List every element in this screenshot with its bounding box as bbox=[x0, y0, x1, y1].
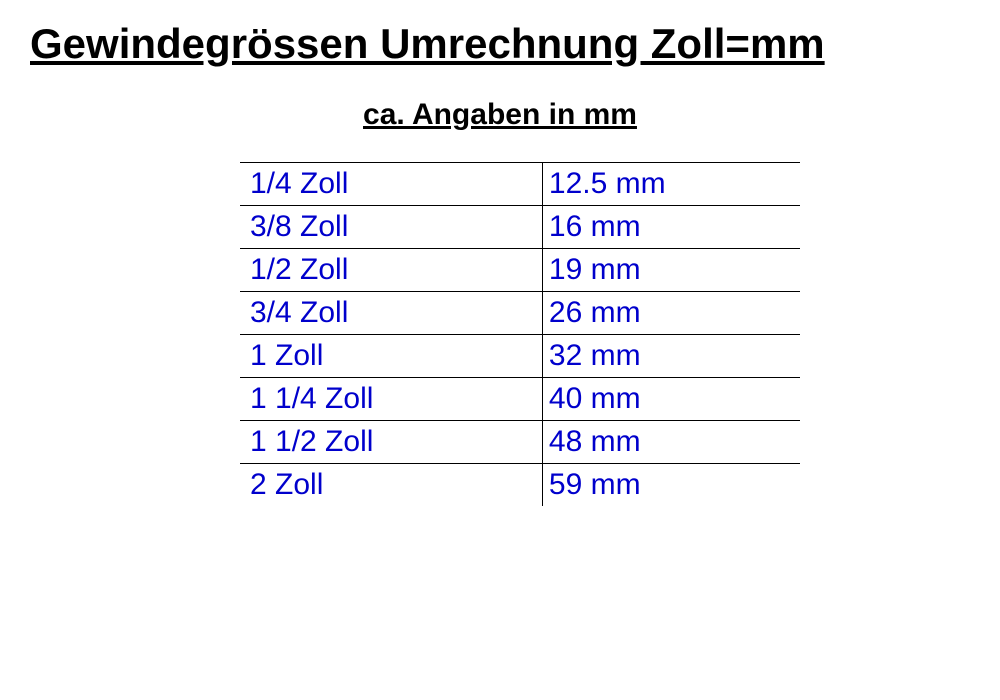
cell-mm: 48 mm bbox=[542, 421, 800, 464]
table-row: 3/4 Zoll 26 mm bbox=[240, 292, 800, 335]
cell-mm: 32 mm bbox=[542, 335, 800, 378]
cell-zoll: 3/8 Zoll bbox=[240, 206, 542, 249]
conversion-table: 1/4 Zoll 12.5 mm 3/8 Zoll 16 mm 1/2 Zoll… bbox=[240, 162, 800, 506]
table-row: 2 Zoll 59 mm bbox=[240, 464, 800, 507]
cell-mm: 59 mm bbox=[542, 464, 800, 507]
cell-mm: 40 mm bbox=[542, 378, 800, 421]
table-row: 1/4 Zoll 12.5 mm bbox=[240, 163, 800, 206]
cell-zoll: 2 Zoll bbox=[240, 464, 542, 507]
table-row: 1/2 Zoll 19 mm bbox=[240, 249, 800, 292]
page-title: Gewindegrössen Umrechnung Zoll=mm bbox=[30, 20, 970, 68]
table-row: 1 1/2 Zoll 48 mm bbox=[240, 421, 800, 464]
cell-zoll: 3/4 Zoll bbox=[240, 292, 542, 335]
cell-zoll: 1/4 Zoll bbox=[240, 163, 542, 206]
page-subtitle: ca. Angaben in mm bbox=[200, 98, 800, 132]
cell-mm: 16 mm bbox=[542, 206, 800, 249]
cell-zoll: 1 Zoll bbox=[240, 335, 542, 378]
cell-zoll: 1 1/2 Zoll bbox=[240, 421, 542, 464]
cell-mm: 12.5 mm bbox=[542, 163, 800, 206]
table-row: 1 1/4 Zoll 40 mm bbox=[240, 378, 800, 421]
cell-zoll: 1/2 Zoll bbox=[240, 249, 542, 292]
cell-mm: 26 mm bbox=[542, 292, 800, 335]
cell-mm: 19 mm bbox=[542, 249, 800, 292]
conversion-table-container: 1/4 Zoll 12.5 mm 3/8 Zoll 16 mm 1/2 Zoll… bbox=[240, 162, 800, 506]
cell-zoll: 1 1/4 Zoll bbox=[240, 378, 542, 421]
table-row: 1 Zoll 32 mm bbox=[240, 335, 800, 378]
table-row: 3/8 Zoll 16 mm bbox=[240, 206, 800, 249]
